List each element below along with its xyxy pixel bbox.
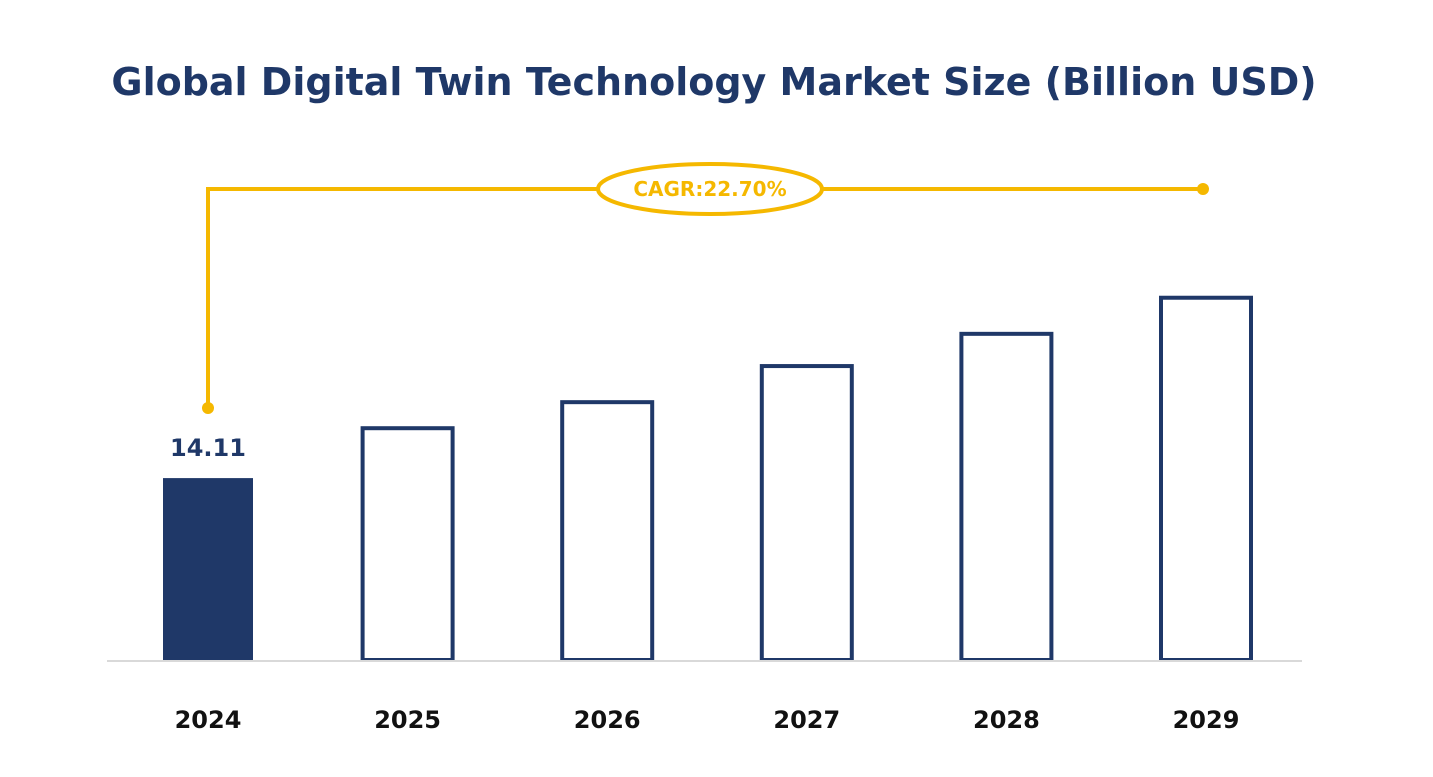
cagr-annotation: CAGR:22.70%: [202, 162, 1209, 414]
x-tick-2027: 2027: [773, 706, 840, 734]
bars: 14.11: [163, 295, 1253, 663]
cagr-start-dot: [202, 402, 214, 414]
cagr-bracket-line: [206, 187, 1203, 408]
x-tick-2029: 2029: [1173, 706, 1240, 734]
cagr-end-dot: [1197, 183, 1209, 195]
x-tick-2028: 2028: [973, 706, 1040, 734]
bar-2025: [360, 426, 455, 663]
bar-2027: [759, 364, 854, 662]
x-axis-ticks: 2024 2025 2026 2027 2028 2029: [175, 706, 1240, 734]
x-tick-2024: 2024: [175, 706, 242, 734]
bar-2026: [560, 400, 655, 662]
bar-2029: [1159, 295, 1253, 662]
cagr-label: CAGR:22.70%: [633, 177, 786, 201]
bar-2028: [959, 331, 1054, 662]
chart-title: Global Digital Twin Technology Market Si…: [111, 60, 1316, 104]
x-tick-2026: 2026: [574, 706, 641, 734]
x-tick-2025: 2025: [374, 706, 441, 734]
data-label-2024: 14.11: [170, 434, 246, 462]
bar-2024: [163, 478, 253, 660]
cagr-ellipse: [596, 162, 824, 216]
